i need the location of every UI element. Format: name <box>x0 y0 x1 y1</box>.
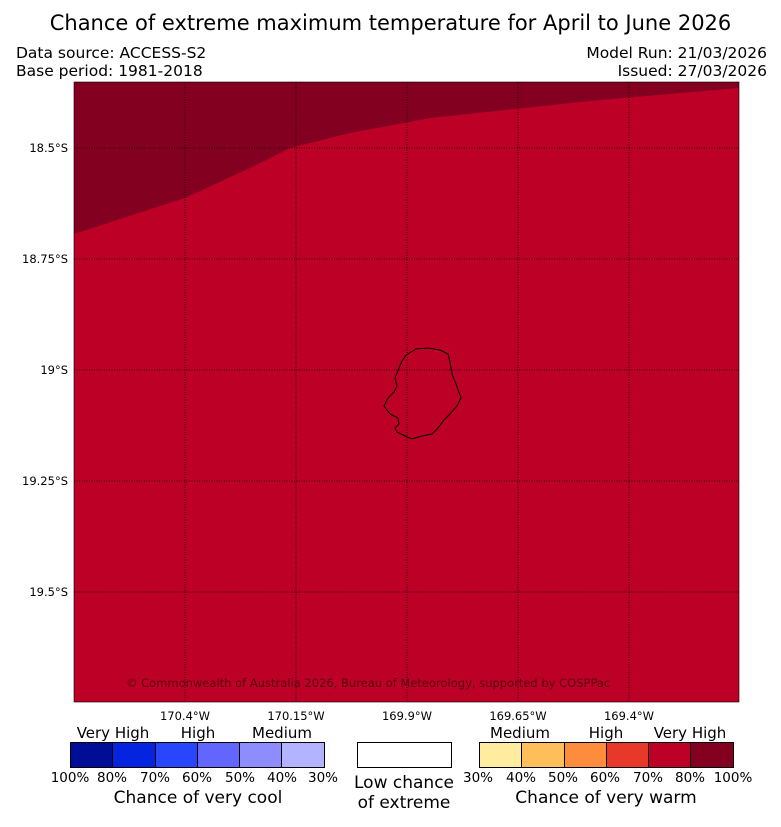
lon-label: 169.65°W <box>489 709 547 723</box>
warm-percent-label: 50% <box>547 770 579 786</box>
cool-category-label: Medium <box>252 724 312 742</box>
cool-legend-title: Chance of very cool <box>113 788 283 808</box>
cool-percent-label: 80% <box>96 770 128 786</box>
cool-percent-label: 70% <box>139 770 171 786</box>
copyright-notice: © Commonwealth of Australia 2026, Bureau… <box>126 676 611 690</box>
cool-percent-label: 60% <box>181 770 213 786</box>
meta-right: Model Run: 21/03/2026 Issued: 27/03/2026 <box>586 44 767 80</box>
cool-percent-label: 50% <box>224 770 256 786</box>
map-frame <box>73 81 740 703</box>
low-chance-swatch <box>357 742 452 768</box>
cool-percent-label: 30% <box>307 770 339 786</box>
lon-label: 169.9°W <box>381 709 433 723</box>
warm-percent-label: 60% <box>589 770 621 786</box>
cool-category-label: High <box>180 724 216 742</box>
cool-swatch <box>70 742 113 768</box>
data-source: Data source: ACCESS-S2 <box>16 44 207 62</box>
cool-percent-label: 40% <box>266 770 298 786</box>
cool-swatch <box>196 742 240 768</box>
lat-label: 19.25°S <box>22 474 68 488</box>
low-chance-line2: of extreme <box>357 793 451 813</box>
warm-percent-label: 70% <box>632 770 664 786</box>
low-chance-line1: Low chance <box>354 773 454 793</box>
lon-label: 170.4°W <box>159 709 211 723</box>
lat-label: 19°S <box>40 363 68 377</box>
cool-swatch <box>112 742 155 768</box>
warm-category-label: Medium <box>490 724 550 742</box>
cool-swatch <box>239 742 282 768</box>
warm-legend-title: Chance of very warm <box>515 788 697 808</box>
warm-percent-label: 40% <box>505 770 537 786</box>
cool-percent-label: 100% <box>50 770 90 786</box>
warm-swatch <box>521 742 564 768</box>
meta-left: Data source: ACCESS-S2 Base period: 1981… <box>16 44 206 80</box>
warm-category-label: Very High <box>653 724 727 742</box>
map-title: Chance of extreme maximum temperature fo… <box>49 11 732 35</box>
issued-date: Issued: 27/03/2026 <box>617 62 767 80</box>
cool-colorbar <box>70 742 325 768</box>
warm-percent-label: 30% <box>462 770 494 786</box>
warm-swatch <box>563 742 606 768</box>
lat-label: 18.5°S <box>29 141 68 155</box>
lon-gridlines <box>184 82 630 702</box>
low-chance-label: Low chance of extreme <box>354 773 454 813</box>
base-period: Base period: 1981-2018 <box>16 62 203 80</box>
model-run: Model Run: 21/03/2026 <box>586 44 767 62</box>
niue-island-outline <box>383 347 462 440</box>
warm-category-label: High <box>588 724 624 742</box>
lat-label: 18.75°S <box>22 252 68 266</box>
cool-swatch <box>281 742 325 768</box>
warm-swatch <box>605 742 649 768</box>
cool-swatch <box>154 742 197 768</box>
cool-category-label: Very High <box>76 724 150 742</box>
warm-percent-label: 80% <box>674 770 706 786</box>
warm-swatch <box>648 742 691 768</box>
warm-swatch <box>690 742 734 768</box>
lon-label: 170.15°W <box>267 709 325 723</box>
warm-swatch <box>479 742 522 768</box>
warm-percent-label: 100% <box>713 770 753 786</box>
warm-colorbar <box>479 742 734 768</box>
lat-label: 19.5°S <box>29 585 68 599</box>
lon-label: 169.4°W <box>603 709 655 723</box>
very-high-region <box>74 82 739 234</box>
